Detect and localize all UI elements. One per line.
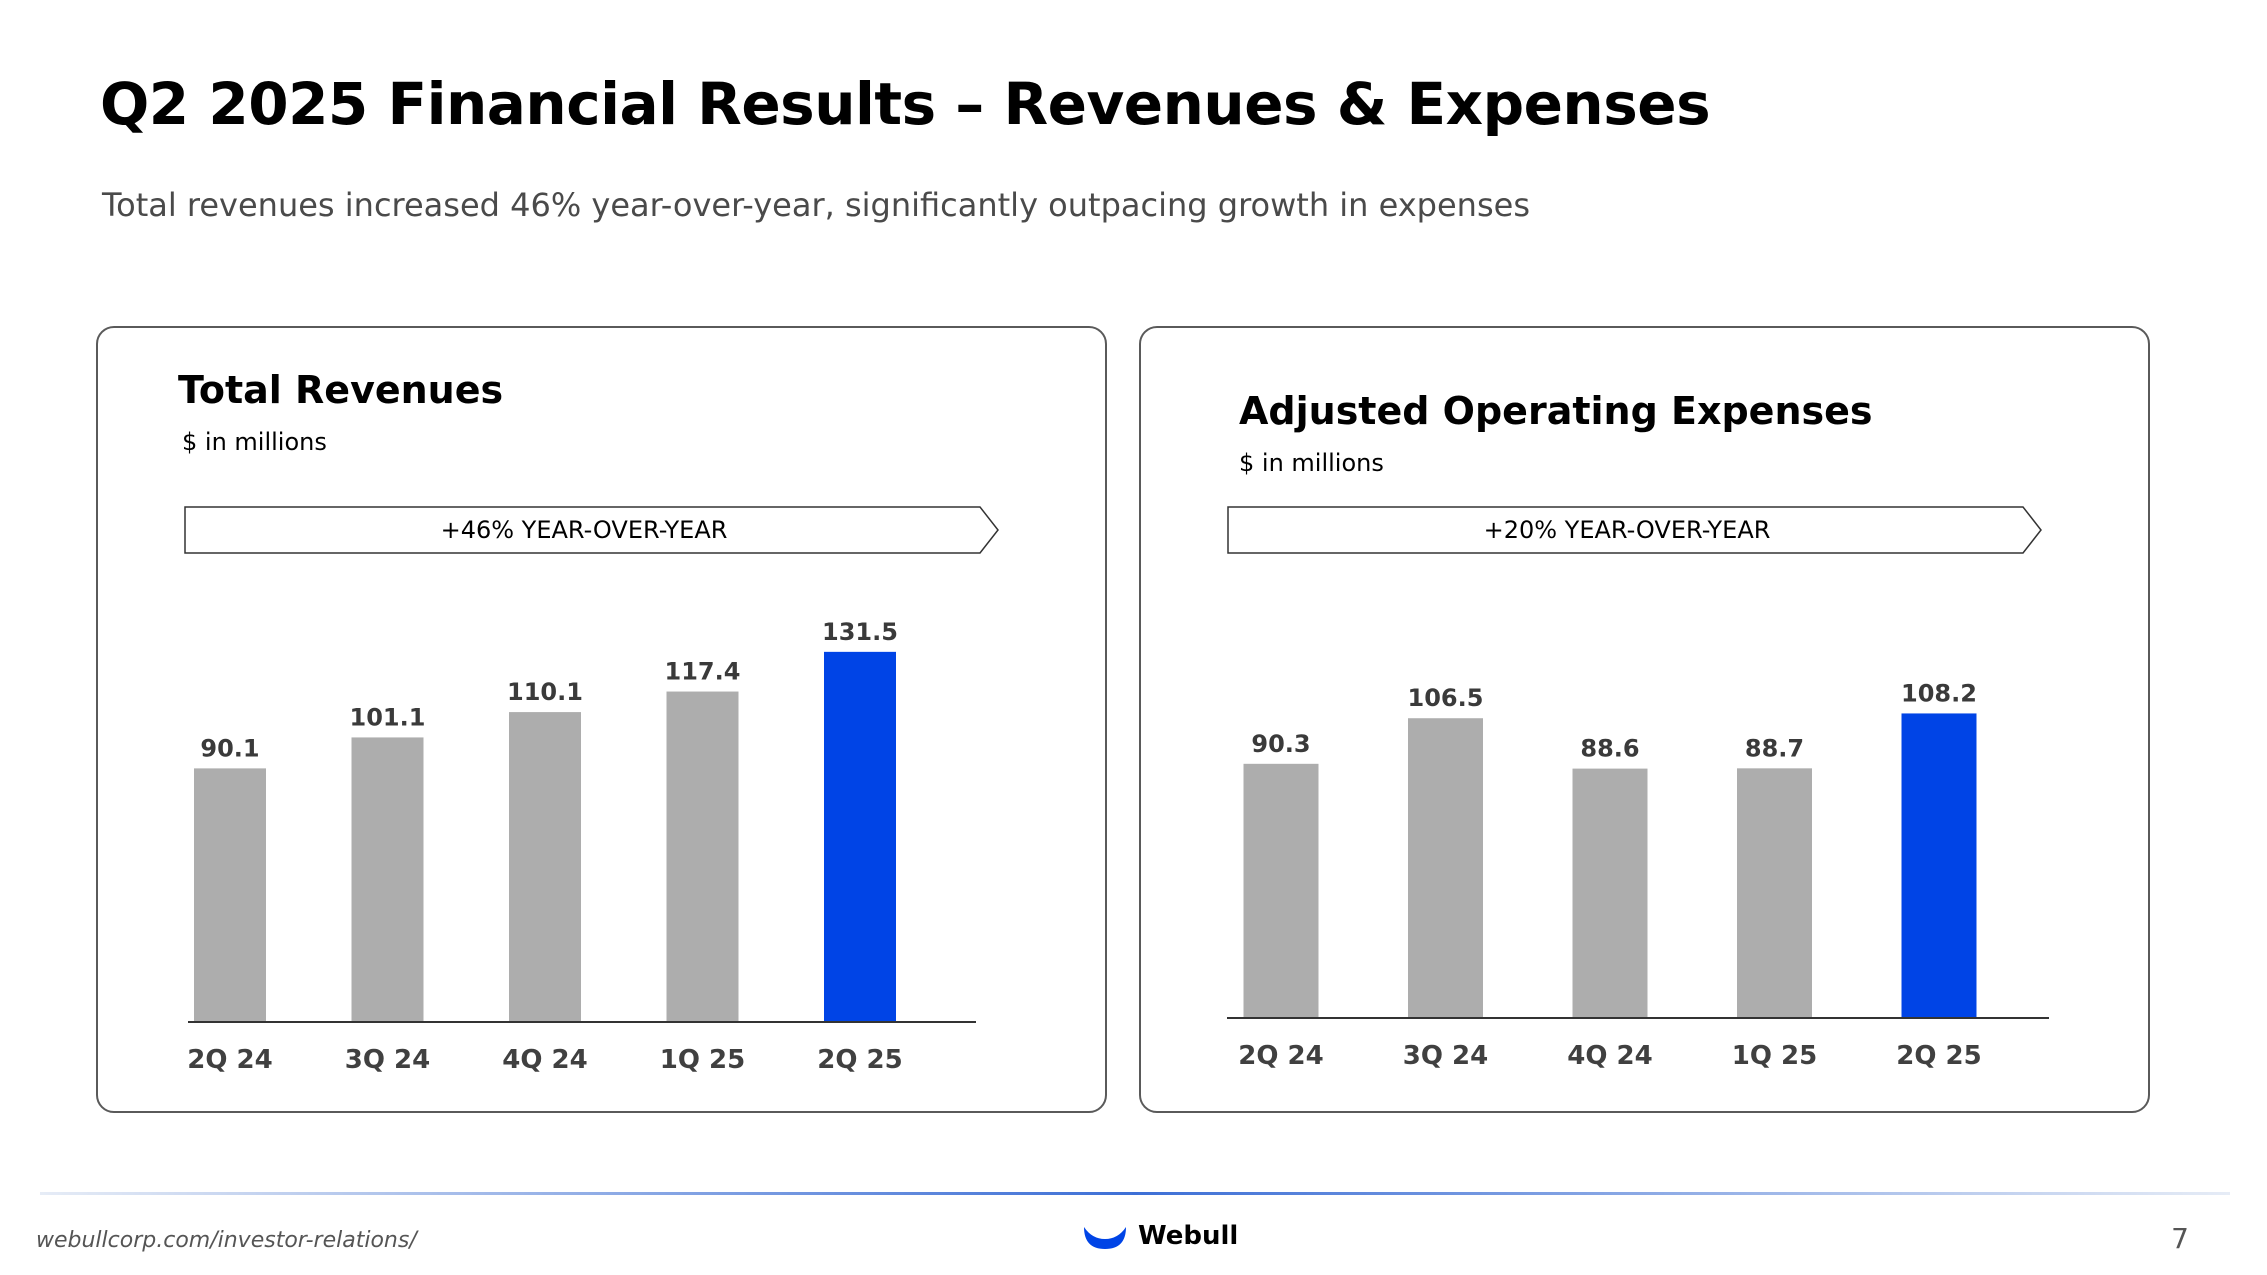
bar-2q-24 [1243,763,1319,1018]
bar-value-label: 90.3 [1251,730,1310,758]
bar-value-label: 108.2 [1901,679,1977,707]
bar-2q-24 [194,768,266,1022]
revenues-unit-label: $ in millions [182,428,327,456]
expenses-panel: Adjusted Operating Expenses $ in million… [1139,326,2150,1113]
revenues-yoy-callout: +46% YEAR-OVER-YEAR [184,506,1000,554]
bar-1q-25 [666,691,739,1022]
bar-value-label: 106.5 [1408,684,1484,712]
webull-logo: Webull [1082,1216,1238,1256]
bar-value-label: 101.1 [350,703,426,731]
x-tick-label: 1Q 25 [1732,1041,1817,1071]
expenses-unit-label: $ in millions [1239,449,1384,477]
footer-url-link[interactable]: webullcorp.com/investor-relations/ [36,1228,417,1253]
footer-divider [40,1192,2230,1195]
expenses-yoy-callout: +20% YEAR-OVER-YEAR [1227,506,2043,554]
page-subtitle: Total revenues increased 46% year-over-y… [102,186,1530,224]
expenses-bar-chart: 90.3 2Q 24 106.5 3Q 24 88.6 4Q 24 88.7 1Q 25 108… [1227,679,2049,1071]
revenues-yoy-text: +46% YEAR-OVER-YEAR [440,516,728,544]
x-tick-label: 2Q 24 [1238,1041,1323,1071]
revenues-chart-title: Total Revenues [178,368,504,412]
webull-logo-icon [1084,1227,1126,1249]
bar-2q-25 [824,651,896,1022]
webull-logo-text: Webull [1138,1221,1239,1251]
expenses-yoy-text: +20% YEAR-OVER-YEAR [1483,516,1771,544]
bar-value-label: 88.7 [1745,734,1804,762]
x-tick-label: 2Q 25 [817,1045,902,1075]
bar-value-label: 117.4 [665,658,741,686]
revenues-chart: 90.1 2Q 24 101.1 3Q 24 110.1 4Q 24 117.4 1Q 25 1… [187,598,976,1102]
x-tick-label: 4Q 24 [502,1045,587,1075]
bar-value-label: 88.6 [1580,735,1639,763]
expenses-chart-title: Adjusted Operating Expenses [1239,389,1873,433]
bar-1q-25 [1737,768,1812,1018]
x-tick-label: 1Q 25 [660,1045,745,1075]
callout-arrow-shape [184,506,999,554]
x-tick-label: 4Q 24 [1567,1041,1652,1071]
x-tick-label: 2Q 24 [187,1045,272,1075]
bar-4q-24 [1572,768,1648,1018]
bar-4q-24 [509,712,581,1022]
x-tick-label: 3Q 24 [1403,1041,1488,1071]
x-tick-label: 2Q 25 [1896,1041,1981,1071]
bar-3q-24 [1408,718,1483,1018]
revenues-bar-chart: 90.1 2Q 24 101.1 3Q 24 110.1 4Q 24 117.4 1Q 25 1… [187,618,976,1075]
page-number: 7 [2171,1222,2189,1255]
revenues-panel: Total Revenues $ in millions +46% YEAR-O… [96,326,1107,1113]
expenses-chart: 90.3 2Q 24 106.5 3Q 24 88.6 4Q 24 88.7 1Q 25 108… [1227,598,2057,1102]
page-title: Q2 2025 Financial Results – Revenues & E… [100,70,1711,138]
callout-arrow-shape [1227,506,2042,554]
bar-2q-25 [1901,713,1977,1018]
bar-value-label: 131.5 [822,618,898,646]
x-tick-label: 3Q 24 [345,1045,430,1075]
bar-3q-24 [351,737,424,1022]
bar-value-label: 110.1 [507,678,583,706]
bar-value-label: 90.1 [200,734,259,762]
